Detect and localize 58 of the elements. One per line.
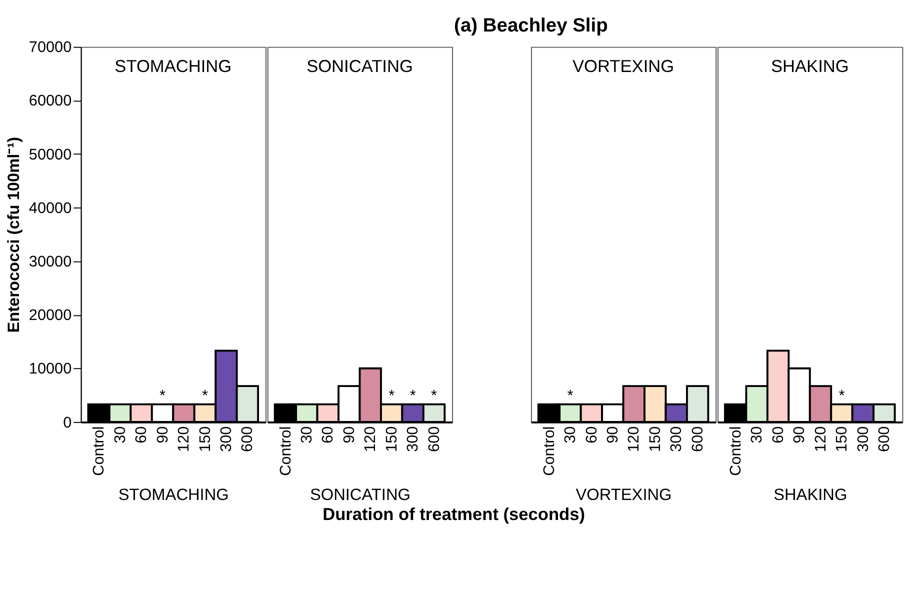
x-axis-title: VORTEXING bbox=[576, 486, 672, 504]
x-tick-label: 150 bbox=[196, 426, 214, 452]
x-tick-label: 60 bbox=[583, 426, 600, 444]
y-tick-label: 50000 bbox=[28, 146, 72, 164]
x-tick-label: Control bbox=[90, 426, 108, 476]
x-tick-label: 120 bbox=[812, 426, 830, 452]
y-tick-label: 40000 bbox=[28, 200, 72, 217]
x-axis-title: SHAKING bbox=[774, 486, 848, 504]
x-tick-label: 150 bbox=[646, 426, 664, 452]
x-tick-label: 150 bbox=[834, 426, 851, 452]
text: SHAKING bbox=[770, 56, 849, 76]
text: VORTEXING bbox=[572, 56, 674, 76]
annotation: * bbox=[431, 387, 438, 404]
text: SONICATING bbox=[306, 56, 413, 76]
x-tick-label: 600 bbox=[876, 426, 893, 452]
y-tick-label: 0 bbox=[63, 414, 72, 432]
x-tick-label: 600 bbox=[239, 426, 256, 452]
x-tick-label: 150 bbox=[383, 426, 400, 452]
y-tick-label: 20000 bbox=[28, 307, 72, 324]
annotation: * bbox=[388, 387, 395, 404]
x-tick-label: 600 bbox=[689, 426, 706, 452]
annotation: * bbox=[838, 387, 845, 404]
x-tick-label: Control bbox=[540, 426, 558, 476]
x-tick-label: Control bbox=[727, 426, 744, 476]
x-tick-label: 120 bbox=[176, 426, 193, 452]
x-tick-label: 300 bbox=[404, 426, 422, 452]
y-tick-label: 60000 bbox=[28, 92, 72, 110]
annotation: * bbox=[410, 387, 416, 404]
x-tick-label: 60 bbox=[133, 426, 150, 444]
y-tick-label: 10000 bbox=[28, 360, 72, 378]
x-tick-label: 300 bbox=[854, 426, 872, 452]
x-tick-label: 120 bbox=[362, 426, 380, 452]
x-tick-label: 90 bbox=[791, 426, 808, 444]
x-axis-title: SONICATING bbox=[310, 486, 410, 504]
y-axis-title: Enterococci (cfu 100ml⁻¹) bbox=[5, 136, 24, 333]
x-tick-label: 60 bbox=[770, 426, 787, 444]
x-axis-title: STOMACHING bbox=[118, 486, 229, 504]
y-tick-label: 70000 bbox=[28, 39, 72, 56]
chart-title: (a) Beachley Slip bbox=[454, 15, 608, 36]
x-tick-label: Control bbox=[277, 426, 294, 476]
x-tick-label: 300 bbox=[668, 426, 686, 452]
x-tick-label: 90 bbox=[340, 426, 358, 444]
x-tick-label: 90 bbox=[604, 426, 622, 444]
annotation: * bbox=[160, 387, 166, 404]
x-tick-label: 30 bbox=[748, 426, 766, 444]
x-tick-label: 30 bbox=[298, 426, 316, 444]
x-tick-label: 60 bbox=[320, 426, 337, 444]
text: STOMACHING bbox=[114, 56, 232, 76]
text: Duration of treatment (seconds) bbox=[322, 504, 585, 524]
x-tick-label: 30 bbox=[562, 426, 580, 444]
x-tick-label: 30 bbox=[112, 426, 129, 444]
x-tick-label: 600 bbox=[426, 426, 443, 452]
annotation: * bbox=[567, 387, 574, 404]
x-tick-label: 300 bbox=[218, 426, 236, 452]
y-tick-label: 30000 bbox=[28, 253, 72, 270]
x-tick-label: 120 bbox=[626, 426, 643, 452]
annotation: * bbox=[202, 387, 208, 404]
x-tick-label: 90 bbox=[154, 426, 172, 444]
